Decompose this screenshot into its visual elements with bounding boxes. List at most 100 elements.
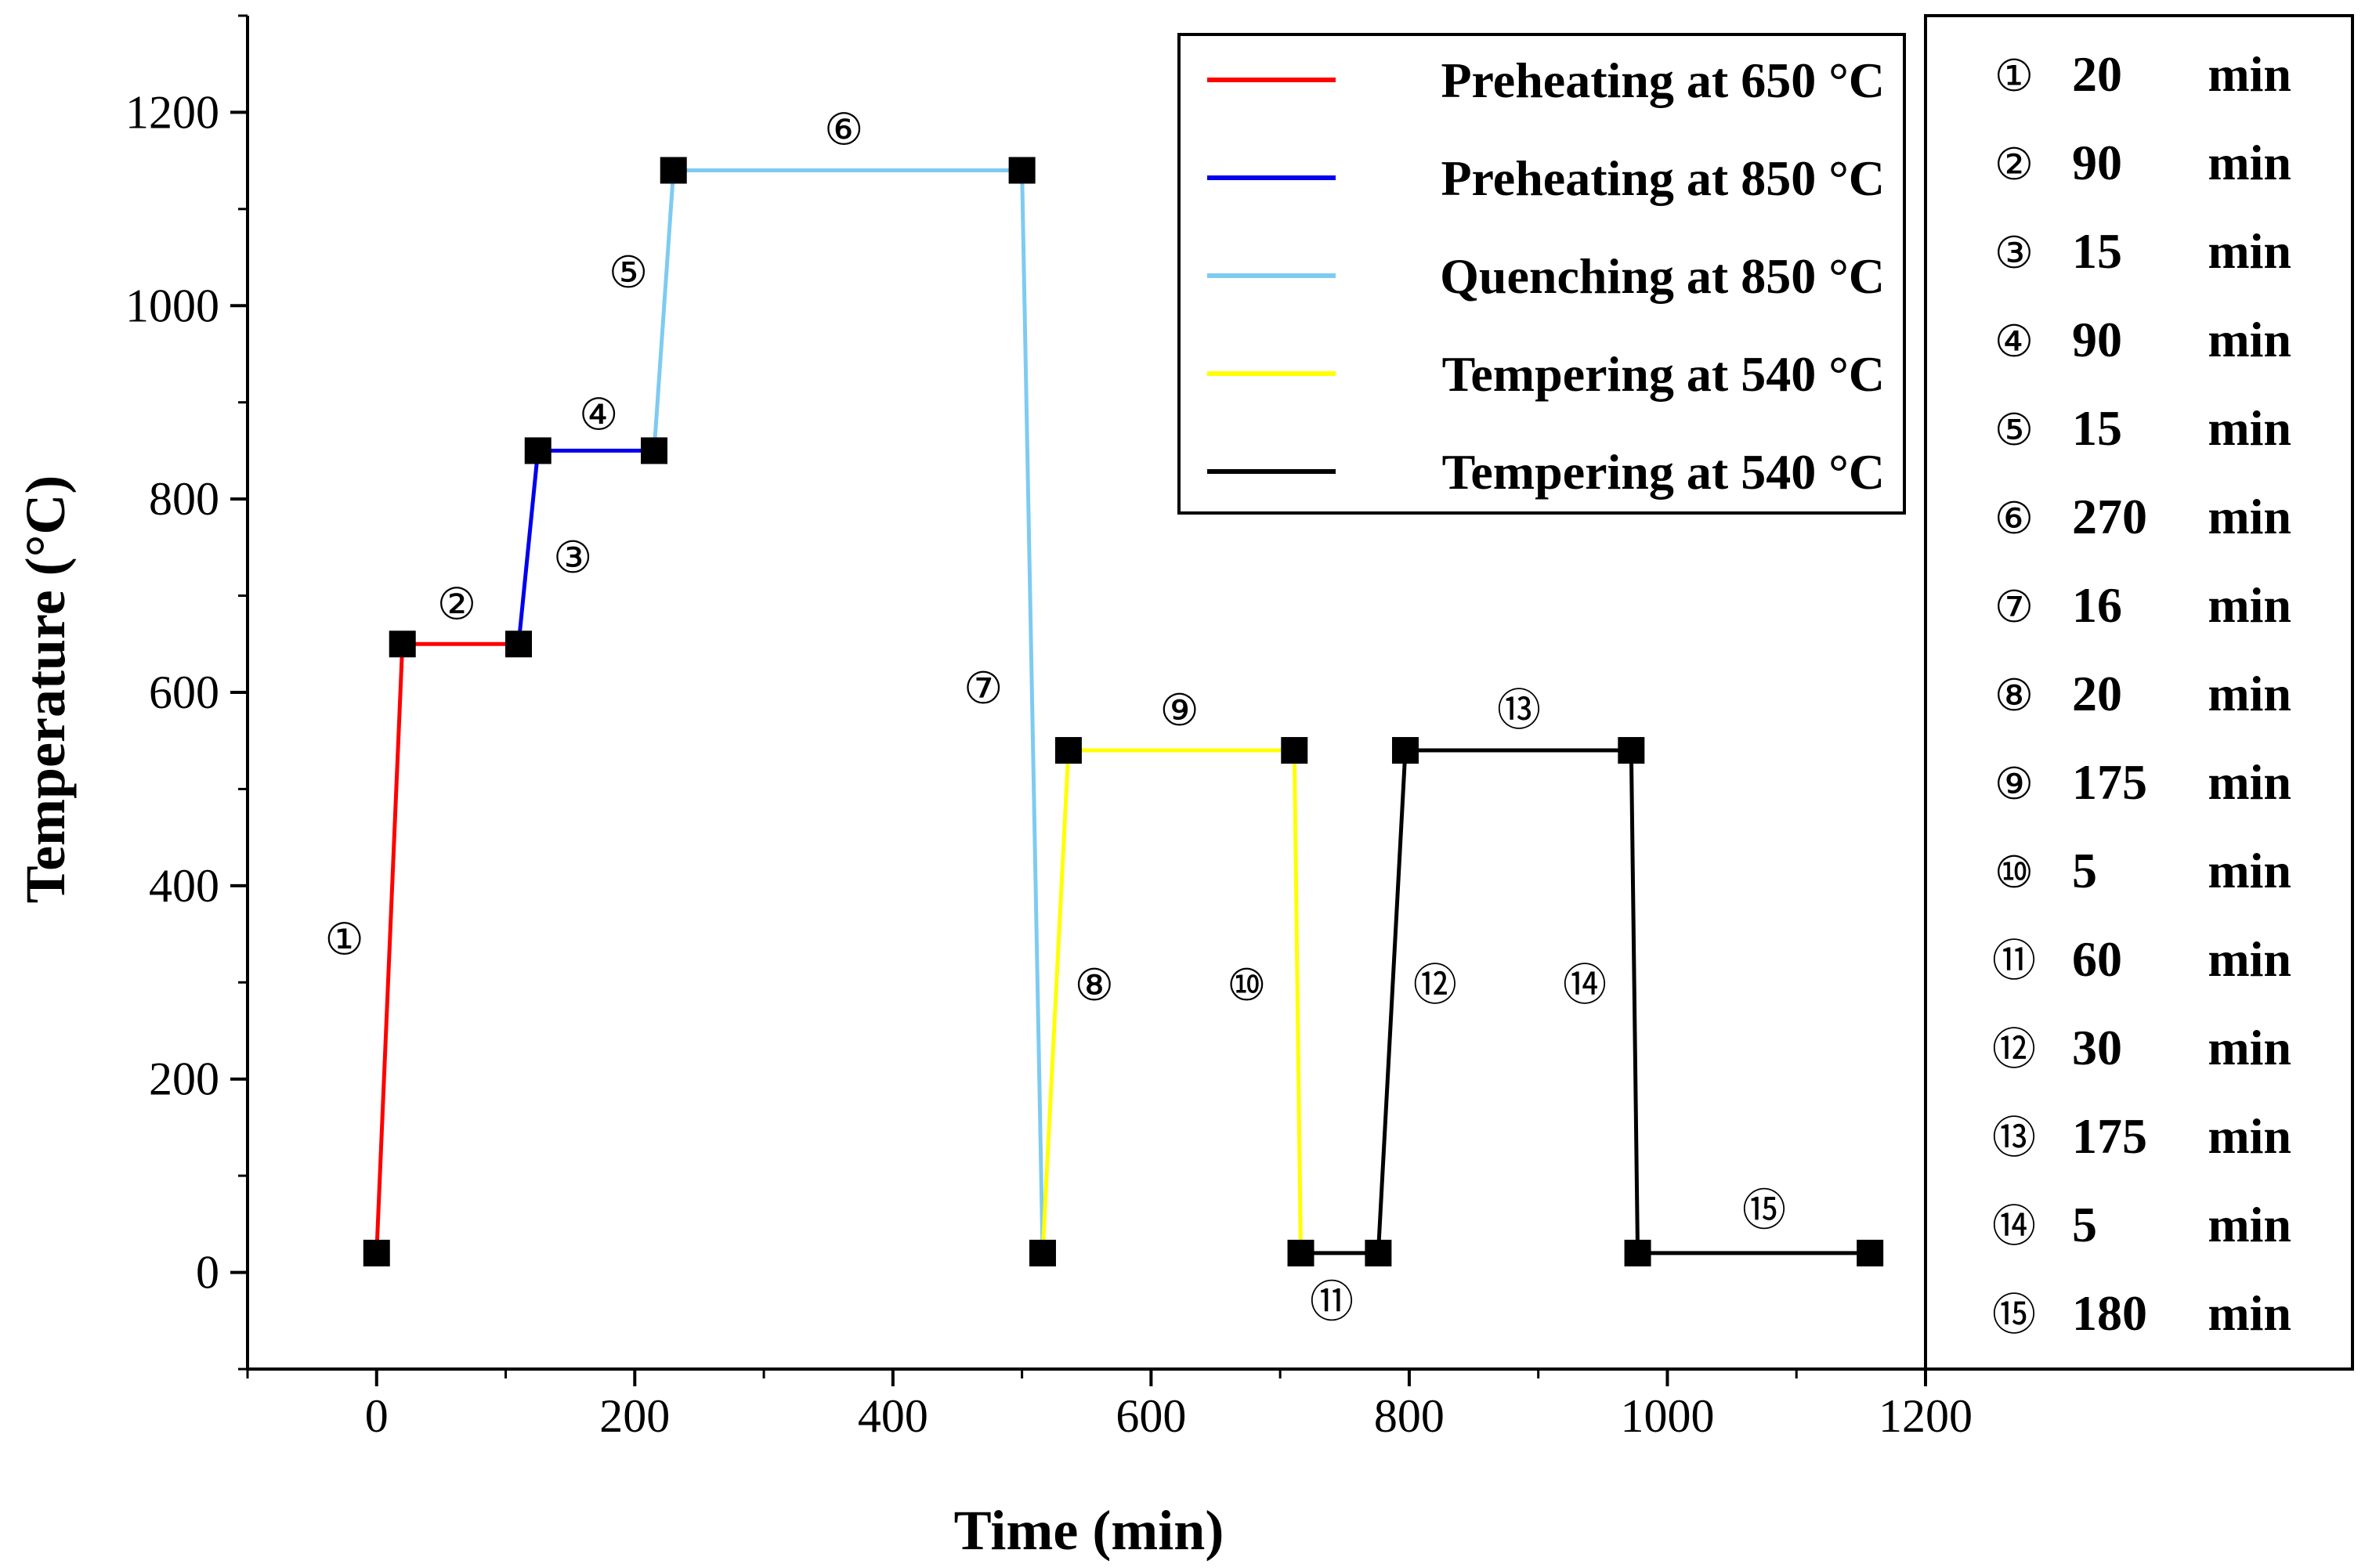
step-label: ⑭ (1563, 960, 1607, 1011)
segment-5 (652, 170, 676, 451)
duration-unit: min (2208, 577, 2291, 633)
duration-step: ④ (1994, 316, 2034, 367)
duration-step: ⑩ (1994, 847, 2034, 898)
data-point-marker (1287, 1239, 1314, 1266)
x-tick-label: 400 (858, 1390, 928, 1442)
data-point-marker (1008, 157, 1036, 184)
step-label: ⑩ (1227, 960, 1266, 1011)
legend-label: Tempering at 540 °C (1442, 444, 1885, 500)
y-tick-label: 0 (196, 1247, 219, 1299)
duration-step: ⑨ (1994, 759, 2034, 810)
data-point-marker (1624, 1239, 1651, 1266)
data-point-marker (389, 630, 416, 658)
marker-layer (363, 157, 1884, 1266)
duration-value: 270 (2072, 489, 2147, 544)
duration-value: 15 (2072, 400, 2122, 456)
duration-table: ① 20 min ② 90 min ③ 15 min ④ 90 min ⑤ 15 min ⑥ 270 min ⑦ 16… (1924, 14, 2354, 1371)
duration-value: 175 (2072, 1108, 2147, 1164)
duration-unit: min (2208, 135, 2291, 190)
duration-unit: min (2208, 312, 2291, 367)
duration-value: 30 (2072, 1020, 2122, 1075)
duration-step: ⑥ (1994, 493, 2034, 544)
x-tick-label: 800 (1374, 1390, 1445, 1442)
duration-unit: min (2208, 666, 2291, 721)
duration-value: 180 (2072, 1285, 2147, 1341)
segment-14 (1629, 750, 1640, 1253)
step-label: ⑥ (824, 104, 863, 155)
segment-7 (1020, 170, 1045, 1253)
duration-step: ① (1994, 51, 2034, 102)
duration-value: 20 (2072, 46, 2122, 102)
data-point-marker (1857, 1239, 1884, 1266)
step-label: ⑮ (1742, 1185, 1786, 1236)
data-point-marker (1391, 737, 1419, 764)
step-label-layer: ① ② ③ ④ ⑤ ⑥ ⑦ ⑧ ⑨ ⑩ ⑪ ⑫ ⑬ ⑭ ⑮ (324, 104, 1786, 1328)
legend: Preheating at 650 °C Preheating at 850 °C… (1177, 33, 1906, 515)
data-point-marker (505, 630, 533, 658)
y-axis-title: Temperature (°C) (14, 475, 77, 904)
x-tick-label: 600 (1116, 1390, 1186, 1442)
x-tick-label: 1000 (1620, 1390, 1714, 1442)
segment-3 (516, 450, 541, 645)
y-tick-label: 1200 (125, 86, 219, 138)
series-layer (374, 168, 1871, 1255)
data-point-marker (524, 437, 551, 464)
y-tick-label: 400 (149, 860, 219, 912)
duration-unit: min (2208, 1197, 2291, 1252)
x-tick-label: 0 (365, 1390, 389, 1442)
duration-step: ⑧ (1994, 670, 2034, 721)
step-label: ⑪ (1310, 1277, 1354, 1328)
duration-step: ⑫ (1992, 1024, 2036, 1075)
x-tick-label: 200 (599, 1390, 670, 1442)
step-label: ② (437, 579, 476, 630)
legend-label: Preheating at 650 °C (1441, 52, 1885, 108)
duration-unit: min (2208, 489, 2291, 544)
y-tick-label: 1000 (125, 280, 219, 331)
duration-unit: min (2208, 1108, 2291, 1164)
legend-label: Preheating at 850 °C (1441, 150, 1885, 206)
data-point-marker (363, 1239, 390, 1266)
duration-unit: min (2208, 843, 2291, 898)
duration-table-box (1924, 14, 2354, 1371)
duration-unit: min (2208, 400, 2291, 456)
y-tick-label: 600 (149, 667, 219, 718)
axes-layer: 0 200 400 600 800 1000 1200 0 200 400 600 800 1000 12… (125, 14, 1973, 1442)
segment-1 (374, 644, 405, 1253)
duration-step: ⑭ (1992, 1201, 2036, 1252)
duration-value: 20 (2072, 666, 2122, 721)
data-point-marker (1365, 1239, 1392, 1266)
step-label: ⑨ (1160, 685, 1199, 736)
step-label: ③ (553, 533, 592, 583)
duration-unit: min (2208, 46, 2291, 102)
duration-unit: min (2208, 223, 2291, 279)
data-point-marker (1618, 737, 1645, 764)
duration-step: ⑦ (1994, 582, 2034, 633)
step-label: ④ (579, 390, 618, 441)
segment-12 (1376, 750, 1408, 1254)
duration-unit: min (2208, 931, 2291, 987)
x-tick-label: 1200 (1879, 1390, 1973, 1442)
data-point-marker (1281, 737, 1308, 764)
duration-unit: min (2208, 1285, 2291, 1341)
x-axis-title: Time (min) (954, 1499, 1224, 1562)
segment-8 (1040, 750, 1071, 1254)
step-label: ⑦ (964, 663, 1003, 714)
step-label: ⑤ (609, 247, 648, 298)
legend-label: Quenching at 850 °C (1440, 248, 1885, 304)
duration-value: 60 (2072, 931, 2122, 987)
step-label: ⑫ (1413, 960, 1457, 1011)
duration-unit: min (2208, 754, 2291, 810)
step-label: ⑧ (1075, 960, 1114, 1011)
data-point-marker (1029, 1239, 1056, 1266)
duration-value: 90 (2072, 312, 2122, 367)
duration-value: 175 (2072, 754, 2147, 810)
duration-step: ② (1994, 139, 2034, 190)
y-tick-label: 200 (149, 1053, 219, 1105)
duration-step: ⑬ (1992, 1113, 2036, 1164)
step-label: ⑬ (1497, 685, 1541, 736)
duration-value: 16 (2072, 577, 2122, 633)
duration-value: 90 (2072, 135, 2122, 190)
data-point-marker (641, 437, 668, 464)
data-point-marker (660, 157, 687, 184)
